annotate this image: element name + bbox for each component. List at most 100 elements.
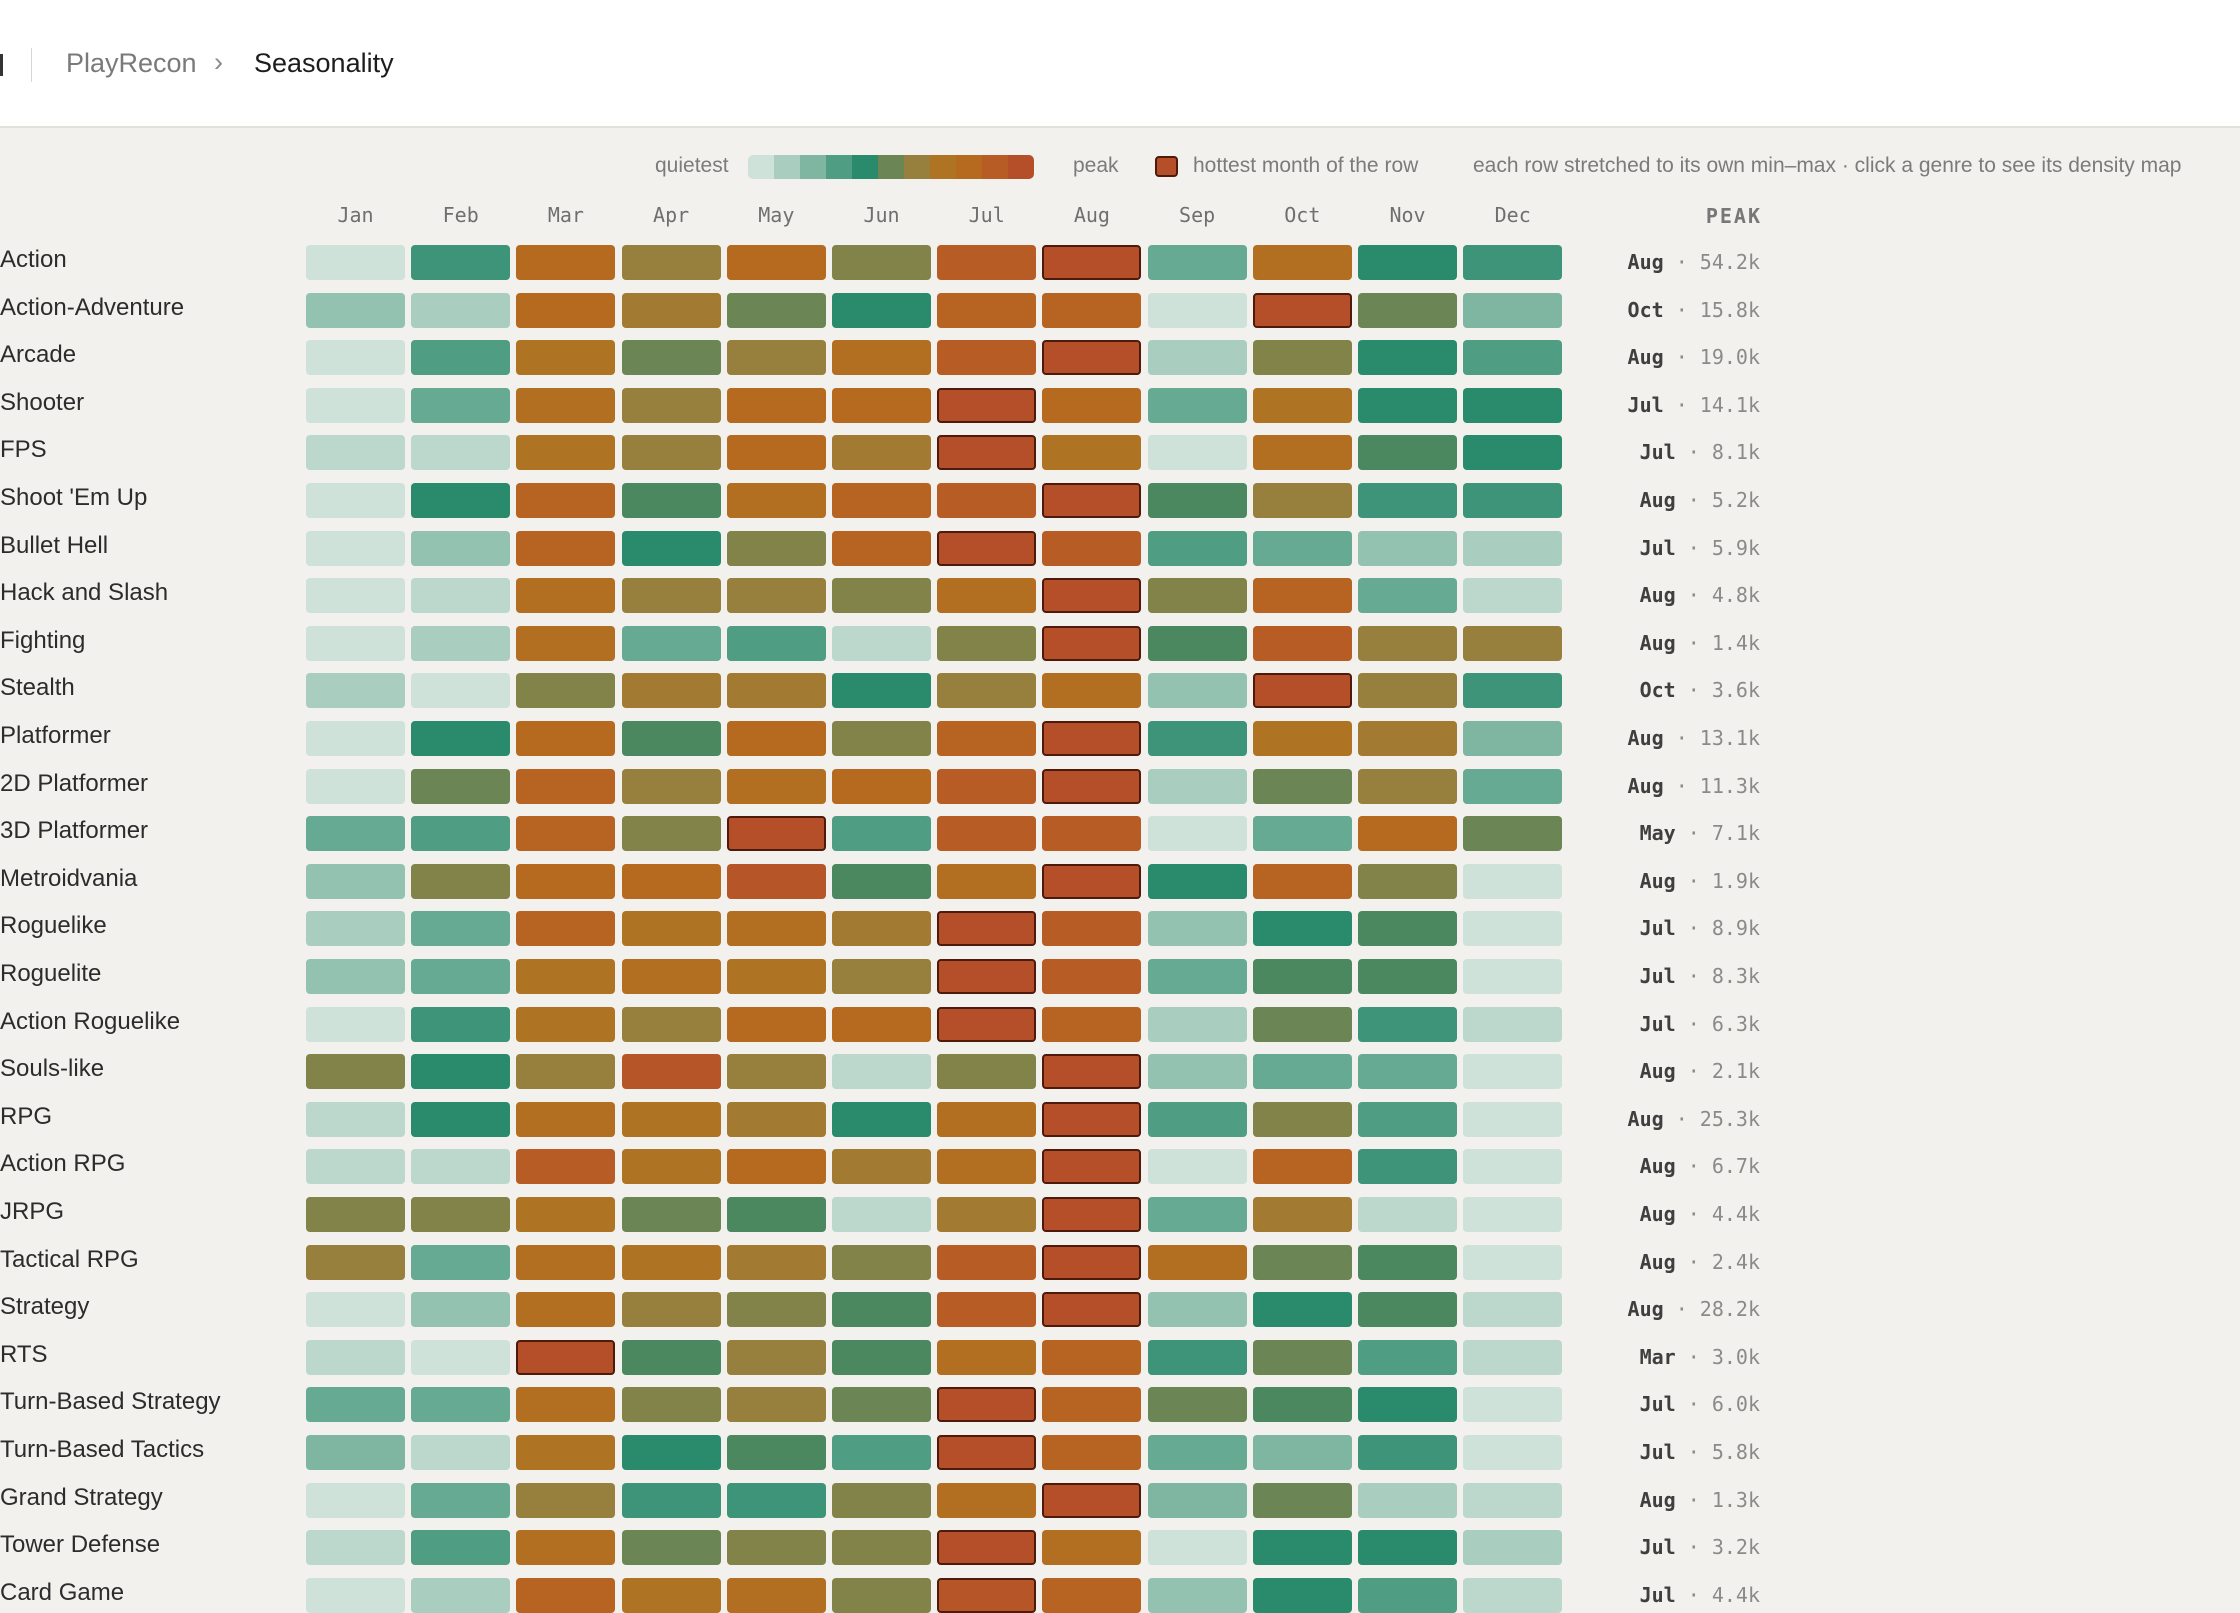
heatmap-cell [1358, 387, 1457, 423]
genre-label[interactable]: Tactical RPG [0, 1245, 139, 1273]
month-label-may: May [758, 203, 795, 227]
genre-label[interactable]: Souls-like [0, 1055, 105, 1083]
heatmap-cell [306, 483, 405, 518]
heatmap-cell [832, 1577, 931, 1613]
genre-label[interactable]: Shoot 'Em Up [0, 484, 148, 511]
heatmap-cell [621, 1101, 721, 1137]
heatmap-cell [1147, 1339, 1247, 1375]
month-label-aug: Aug [1073, 203, 1110, 227]
heatmap-cell-hottest [516, 1339, 616, 1375]
legend-ramp-step [748, 155, 774, 179]
heatmap-cell [1252, 1006, 1352, 1042]
genre-label[interactable]: Turn-Based Tactics [0, 1436, 205, 1463]
month-label-jan: Jan [337, 203, 374, 227]
heatmap-cell [516, 292, 616, 328]
peak-month: Aug [1627, 773, 1664, 798]
genre-label[interactable]: Shooter [0, 388, 85, 416]
heatmap-cell-hottest [937, 911, 1037, 947]
genre-label[interactable]: Roguelite [0, 960, 102, 987]
genre-label[interactable]: Roguelike [0, 912, 107, 940]
genre-label[interactable]: JRPG [0, 1198, 65, 1225]
heatmap-cell [516, 721, 616, 756]
genre-label[interactable]: Metroidvania [0, 864, 138, 892]
heatmap-cell [621, 1292, 721, 1328]
heatmap-cell [621, 1530, 721, 1566]
genre-label[interactable]: Arcade [0, 341, 77, 369]
genre-label[interactable]: Fighting [0, 626, 86, 654]
heatmap-cell [832, 387, 931, 423]
genre-label[interactable]: Action [0, 246, 67, 273]
heatmap-cell [306, 530, 405, 566]
heatmap-cell [726, 625, 826, 661]
heatmap-cell [1252, 1149, 1352, 1185]
peak-value: Oct · 15.8k [1627, 297, 1760, 322]
genre-label[interactable]: Card Game [0, 1578, 125, 1606]
heatmap-cell [1147, 1482, 1247, 1518]
peak-month: Aug [1627, 345, 1664, 370]
peak-month: Oct [1639, 678, 1676, 703]
genre-label[interactable]: Grand Strategy [0, 1483, 163, 1511]
heatmap-cell [516, 435, 616, 471]
genre-label[interactable]: 2D Platformer [0, 769, 149, 797]
heatmap-cell [726, 863, 826, 899]
genre-label[interactable]: RPG [0, 1102, 53, 1130]
genre-label[interactable]: Action Roguelike [0, 1007, 181, 1035]
heatmap-cell [516, 578, 616, 614]
peak-value: Aug · 1.4k [1639, 630, 1760, 655]
genre-label[interactable]: Action-Adventure [0, 293, 185, 321]
peak-value: Jul · 8.1k [1639, 440, 1760, 465]
heatmap-cell [1358, 1197, 1457, 1232]
heatmap-cell [1252, 1292, 1352, 1328]
heatmap-cell [937, 863, 1037, 899]
genre-label[interactable]: 3D Platformer [0, 817, 149, 845]
peak-value: Aug · 4.8k [1639, 583, 1760, 608]
heatmap-cell [726, 435, 826, 471]
heatmap-cell [937, 292, 1037, 328]
heatmap-cell [411, 1292, 511, 1328]
heatmap-cell [832, 1435, 931, 1470]
genre-label[interactable]: Turn-Based Strategy [0, 1388, 221, 1416]
heatmap-cell [1358, 530, 1457, 566]
heatmap-cell [726, 530, 826, 566]
breadcrumb-root-link[interactable]: PlayRecon [66, 48, 197, 78]
heatmap-cell [516, 1387, 616, 1423]
heatmap-cell [832, 435, 931, 471]
heatmap-cell [1358, 911, 1457, 947]
peak-month: Jul [1639, 1582, 1676, 1607]
peak-month: Jul [1639, 1535, 1676, 1560]
sidebar-toggle-icon[interactable] [0, 54, 3, 76]
heatmap-cell [411, 911, 511, 947]
peak-value: Jul · 4.4k [1639, 1582, 1760, 1607]
peak-month: Aug [1639, 583, 1676, 608]
heatmap-cell-hottest [1042, 1054, 1142, 1090]
genre-label[interactable]: FPS [0, 436, 47, 464]
legend-ramp-step [878, 155, 904, 179]
heatmap-cell [1252, 768, 1352, 804]
heatmap-cell [621, 863, 721, 899]
legend-color-ramp [748, 155, 1034, 179]
heatmap-cell [1147, 292, 1247, 328]
genre-label[interactable]: Hack and Slash [0, 579, 169, 607]
heatmap-cell [411, 959, 511, 994]
heatmap-cell [516, 911, 616, 947]
heatmap-cell [1252, 1482, 1352, 1518]
peak-month: Mar [1639, 1344, 1676, 1369]
genre-label[interactable]: Stealth [0, 674, 75, 702]
heatmap-cell [1463, 768, 1563, 804]
heatmap-cell [1358, 673, 1457, 709]
heatmap-cell [1042, 1006, 1142, 1042]
genre-label[interactable]: Tower Defense [0, 1531, 161, 1559]
genre-label[interactable]: Strategy [0, 1293, 90, 1321]
heatmap-cell [1252, 1101, 1352, 1137]
heatmap-cell [411, 1435, 511, 1470]
genre-label[interactable]: Action RPG [0, 1150, 126, 1178]
genre-label[interactable]: RTS [0, 1340, 48, 1368]
heatmap-cell [411, 863, 511, 899]
heatmap-cell [621, 768, 721, 804]
peak-value: Aug · 2.1k [1639, 1059, 1760, 1084]
heatmap-cell [832, 483, 931, 518]
genre-label[interactable]: Platformer [0, 722, 111, 749]
heatmap-cell [726, 673, 826, 709]
heatmap-cell [411, 625, 511, 661]
genre-label[interactable]: Bullet Hell [0, 531, 109, 559]
